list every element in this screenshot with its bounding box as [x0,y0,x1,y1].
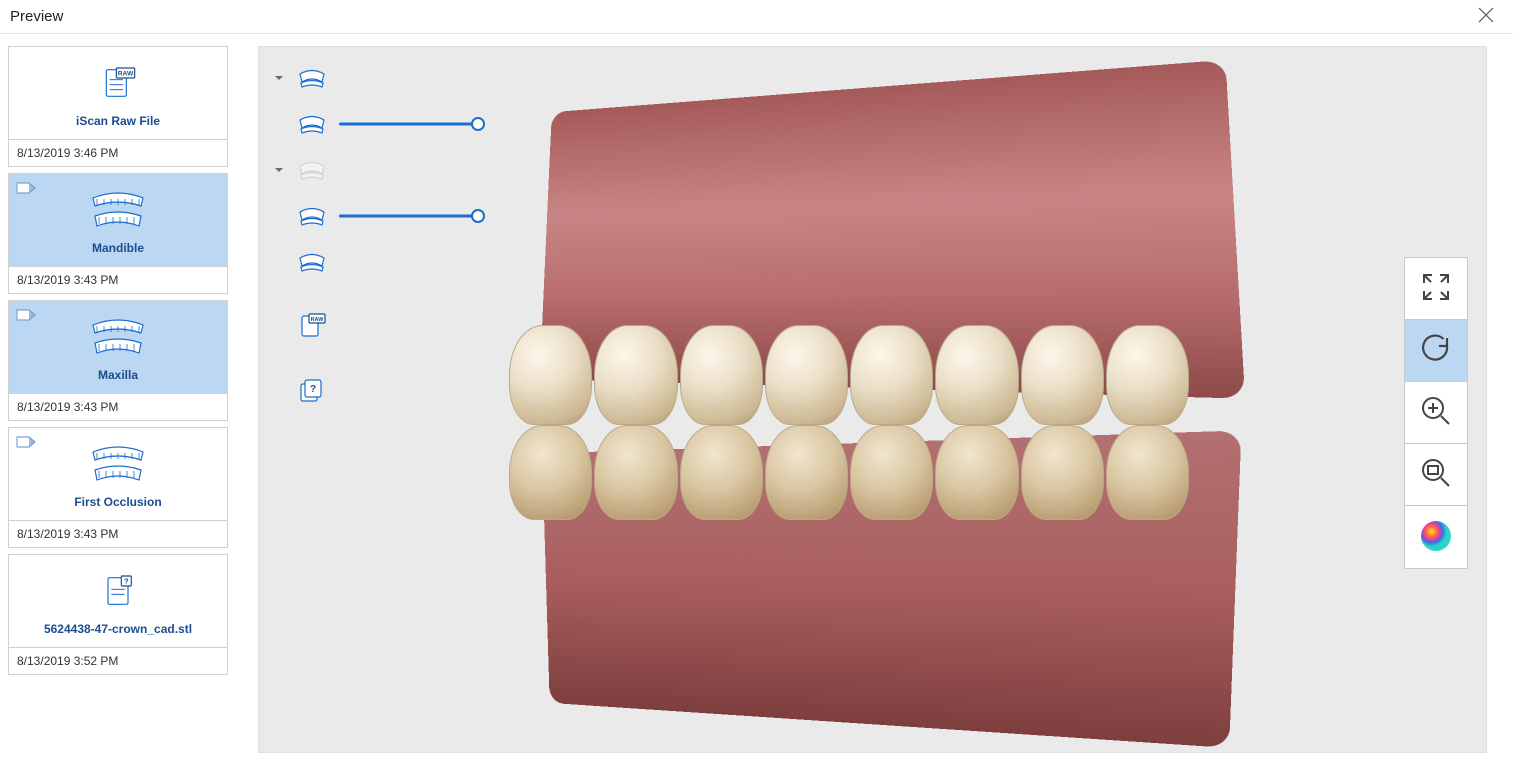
zoom-button[interactable] [1405,382,1467,444]
layer-item[interactable]: RAW [273,307,479,345]
scanner-icon [15,307,37,326]
file-timestamp: 8/13/2019 3:46 PM [9,139,227,166]
viewer-3d[interactable]: RAW ? [258,46,1487,753]
dental-model-placeholder [499,85,1199,725]
raw-small-icon[interactable]: RAW [295,311,329,341]
occlusion-icon [83,439,153,489]
svg-text:?: ? [124,577,129,586]
mandible-icon [83,185,153,235]
layer-item[interactable] [273,197,479,235]
file-timestamp: 8/13/2019 3:43 PM [9,520,227,547]
chevron-down-icon[interactable] [273,72,285,84]
arch-blue-icon[interactable] [295,204,329,228]
window-title: Preview [10,8,63,25]
file-label: Mandible [86,241,150,261]
svg-text:RAW: RAW [118,71,134,78]
layer-item[interactable] [273,105,479,143]
rotate-button[interactable] [1405,320,1467,382]
arch-grey-icon[interactable] [295,158,329,182]
file-label: Maxilla [92,368,144,388]
file-card[interactable]: ? 5624438-47-crown_cad.stl 8/13/2019 3:5… [8,554,228,675]
zoom-rect-icon [1418,455,1454,494]
layer-controls: RAW ? [273,59,479,409]
file-card[interactable]: Mandible 8/13/2019 3:43 PM [8,173,228,294]
layer-group[interactable] [273,151,479,189]
file-card[interactable]: Maxilla 8/13/2019 3:43 PM [8,300,228,421]
layer-group[interactable] [273,59,479,97]
zoom-plus-icon [1418,393,1454,432]
file-timestamp: 8/13/2019 3:43 PM [9,266,227,293]
svg-text:?: ? [310,384,316,395]
arch-blue-icon[interactable] [295,66,329,90]
fit-view-button[interactable] [1405,258,1467,320]
titlebar: Preview [0,0,1513,34]
close-icon[interactable] [1469,2,1503,32]
file-timestamp: 8/13/2019 3:52 PM [9,647,227,674]
view-tools [1404,257,1468,569]
stl-file-icon: ? [98,566,138,616]
svg-text:RAW: RAW [311,317,325,323]
arch-blue-icon[interactable] [295,112,329,136]
zoom-area-button[interactable] [1405,444,1467,506]
help-stack-icon[interactable]: ? [295,375,329,405]
layer-item[interactable] [273,243,479,281]
chevron-down-icon[interactable] [273,164,285,176]
rotate-cw-icon [1417,330,1455,371]
opacity-slider[interactable] [339,120,479,128]
arch-blue-icon[interactable] [295,250,329,274]
file-sidebar: RAW iScan Raw File 8/13/2019 3:46 PM Man… [8,46,228,765]
file-card[interactable]: First Occlusion 8/13/2019 3:43 PM [8,427,228,548]
file-label: 5624438-47-crown_cad.stl [38,622,198,642]
file-timestamp: 8/13/2019 3:43 PM [9,393,227,420]
maxilla-icon [83,312,153,362]
layer-item[interactable]: ? [273,371,479,409]
color-map-button[interactable] [1405,506,1467,568]
raw-file-icon: RAW [98,58,138,108]
expand-icon [1419,270,1453,307]
color-sphere-icon [1417,517,1455,558]
opacity-slider[interactable] [339,212,479,220]
file-label: iScan Raw File [70,114,166,134]
file-card[interactable]: RAW iScan Raw File 8/13/2019 3:46 PM [8,46,228,167]
scanner-icon [15,434,37,453]
file-label: First Occlusion [68,495,167,515]
scanner-icon [15,180,37,199]
